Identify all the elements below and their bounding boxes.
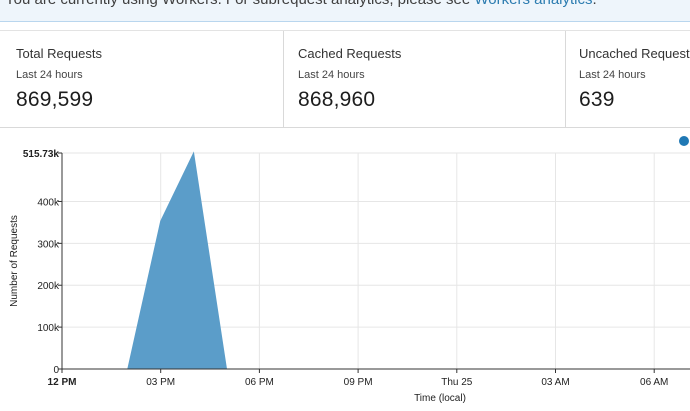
legend-marker[interactable] <box>679 136 689 146</box>
x-tick-label: 09 PM <box>344 377 373 388</box>
y-tick-label: 515.73k <box>23 149 60 160</box>
x-tick-label: 03 AM <box>541 377 569 388</box>
stat-value: 639 <box>579 88 615 111</box>
y-tick-label: 0 <box>53 365 59 376</box>
stat-title: Uncached Requests <box>579 46 690 61</box>
requests-area-chart: 0 100k 200k 300k 400k 515.73k 12 PM 03 PM 06 PM 0… <box>9 149 690 404</box>
x-tick-label: Thu 25 <box>441 377 473 388</box>
banner-text: You are currently using Workers. For sub… <box>5 0 474 8</box>
y-tick-label: 300k <box>37 239 60 250</box>
requests-area <box>127 151 228 370</box>
stat-value: 869,599 <box>16 88 94 111</box>
banner-suffix: . <box>593 0 597 8</box>
y-axis-title: Number of Requests <box>9 215 20 307</box>
x-tick-label: 12 PM <box>48 377 77 388</box>
stat-total-requests: Total Requests Last 24 hours 869,599 <box>0 31 283 128</box>
x-tick-label: 06 PM <box>245 377 274 388</box>
y-tick-label: 200k <box>37 281 60 292</box>
stat-period: Last 24 hours <box>16 69 83 81</box>
stat-period: Last 24 hours <box>298 69 365 81</box>
x-axis-title: Time (local) <box>414 393 466 404</box>
y-tick-label: 100k <box>37 323 60 334</box>
x-tick-label: 06 AM <box>640 377 668 388</box>
x-tick-label: 03 PM <box>146 377 175 388</box>
y-tick-label: 400k <box>37 197 60 208</box>
info-banner: You are currently using Workers. For sub… <box>0 0 690 22</box>
stat-cached-requests: Cached Requests Last 24 hours 868,960 <box>283 31 565 128</box>
stat-title: Total Requests <box>16 46 102 61</box>
stats-row: Total Requests Last 24 hours 869,599 Cac… <box>0 30 690 128</box>
workers-analytics-link[interactable]: Workers analytics <box>474 0 592 8</box>
stat-period: Last 24 hours <box>579 69 646 81</box>
stat-uncached-requests: Uncached Requests Last 24 hours 639 <box>565 31 690 128</box>
stat-value: 868,960 <box>298 88 376 111</box>
stat-title: Cached Requests <box>298 46 402 61</box>
